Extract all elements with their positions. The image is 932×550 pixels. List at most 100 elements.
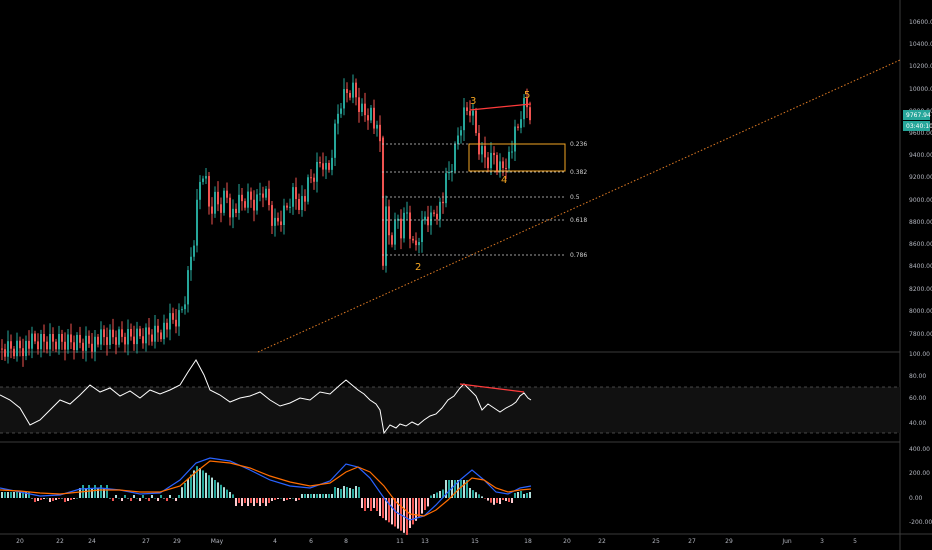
macd-histogram-bar — [226, 489, 228, 498]
countdown-badge — [903, 121, 930, 131]
macd-histogram-bar — [28, 492, 30, 498]
fib-level-label: 0.236 — [570, 141, 587, 148]
macd-histogram-bar — [37, 498, 39, 501]
macd-histogram-bar — [202, 470, 204, 498]
macd-histogram-bar — [445, 480, 447, 498]
macd-histogram-bar — [136, 498, 138, 499]
candle-body — [121, 329, 123, 337]
candle-body — [49, 333, 51, 350]
countdown-label: 03:40:10 — [906, 123, 932, 130]
macd-histogram-bar — [466, 480, 468, 498]
price-tick-label: 10600.00 — [909, 19, 932, 26]
rsi-line — [0, 359, 532, 435]
macd-histogram-bar — [190, 474, 192, 498]
macd-histogram-bar — [367, 498, 369, 508]
candle-body — [421, 220, 423, 243]
price-tick-label: 10200.00 — [909, 63, 932, 70]
candle-body — [466, 107, 468, 111]
macd-histogram-bar — [22, 492, 24, 498]
macd-histogram-bar — [43, 498, 45, 499]
candle-body — [475, 110, 477, 134]
candle-body — [463, 107, 465, 131]
wave-label-5: 5 — [524, 90, 530, 101]
consolidation-box — [468, 143, 566, 172]
candle-body — [208, 176, 210, 207]
macd-histogram-bar — [94, 485, 96, 498]
candle-body — [187, 270, 189, 305]
macd-histogram-bar — [508, 498, 510, 502]
macd-tick-label: 0.00 — [909, 495, 923, 502]
macd-histogram-bar — [442, 489, 444, 498]
macd-tick-label: 200.00 — [909, 470, 930, 477]
rsi-divergence-line — [459, 383, 525, 393]
macd-histogram-bar — [64, 498, 66, 502]
macd-histogram-bar — [139, 498, 141, 501]
candle-body — [409, 212, 411, 239]
candle-body — [190, 256, 192, 271]
macd-histogram-bar — [220, 484, 222, 498]
macd-histogram-bar — [187, 478, 189, 498]
candle-body — [142, 336, 144, 344]
time-tick-label: 6 — [309, 538, 313, 545]
macd-histogram-bar — [85, 488, 87, 498]
macd-histogram-bar — [178, 495, 180, 498]
candle-body — [292, 187, 294, 207]
candle-body — [40, 333, 42, 350]
candle-body — [511, 151, 513, 153]
macd-histogram-bar — [370, 498, 372, 511]
macd-histogram-bar — [58, 498, 60, 499]
macd-histogram-bar — [31, 498, 33, 499]
candle-body — [223, 190, 225, 213]
time-tick-label: 13 — [421, 538, 429, 545]
macd-histogram-bar — [292, 498, 294, 499]
macd-histogram-bar — [328, 494, 330, 498]
candle-body — [43, 333, 45, 342]
time-tick-label: 5 — [853, 538, 857, 545]
candle-body — [4, 349, 6, 357]
candle-body — [70, 334, 72, 343]
macd-histogram-bar — [142, 495, 144, 498]
candle-body — [226, 190, 228, 198]
macd-histogram-bar — [268, 498, 270, 503]
candle-body — [430, 212, 432, 226]
time-tick-label: 24 — [88, 538, 96, 545]
candle-body — [61, 333, 63, 342]
candle-body — [16, 340, 18, 357]
macd-histogram-bar — [358, 487, 360, 498]
candles — [1, 74, 531, 367]
macd-histogram-bar — [490, 498, 492, 503]
macd-histogram-bar — [103, 488, 105, 498]
macd-histogram-bar — [205, 472, 207, 498]
macd-histogram-bar — [472, 490, 474, 498]
candle-body — [220, 204, 222, 213]
candle-body — [181, 309, 183, 311]
time-tick-label: 27 — [142, 538, 150, 545]
candle-body — [148, 327, 150, 335]
candle-body — [376, 124, 378, 129]
candle-body — [100, 329, 102, 345]
candle-body — [103, 329, 105, 338]
macd-histogram-bar — [223, 487, 225, 498]
candle-body — [67, 334, 69, 350]
candle-body — [115, 337, 117, 345]
candle-body — [394, 220, 396, 245]
macd-histogram-bar — [148, 498, 150, 501]
macd-line — [0, 457, 532, 521]
candle-body — [253, 199, 255, 211]
candle-body — [46, 341, 48, 350]
macd-histogram-bar — [364, 498, 366, 511]
macd-histogram-bar — [163, 498, 165, 499]
candle-body — [28, 340, 30, 349]
candle-body — [25, 340, 27, 357]
macd-histogram-bar — [217, 482, 219, 498]
macd-histogram-bar — [322, 494, 324, 498]
candle-body — [160, 332, 162, 340]
candle-body — [319, 161, 321, 164]
time-tick-label: 22 — [56, 538, 64, 545]
macd-histogram-bar — [238, 498, 240, 503]
macd-histogram-bar — [127, 498, 129, 499]
macd-histogram-bar — [175, 498, 177, 501]
macd-histogram-bar — [451, 480, 453, 498]
macd-histogram-bar — [361, 498, 363, 508]
